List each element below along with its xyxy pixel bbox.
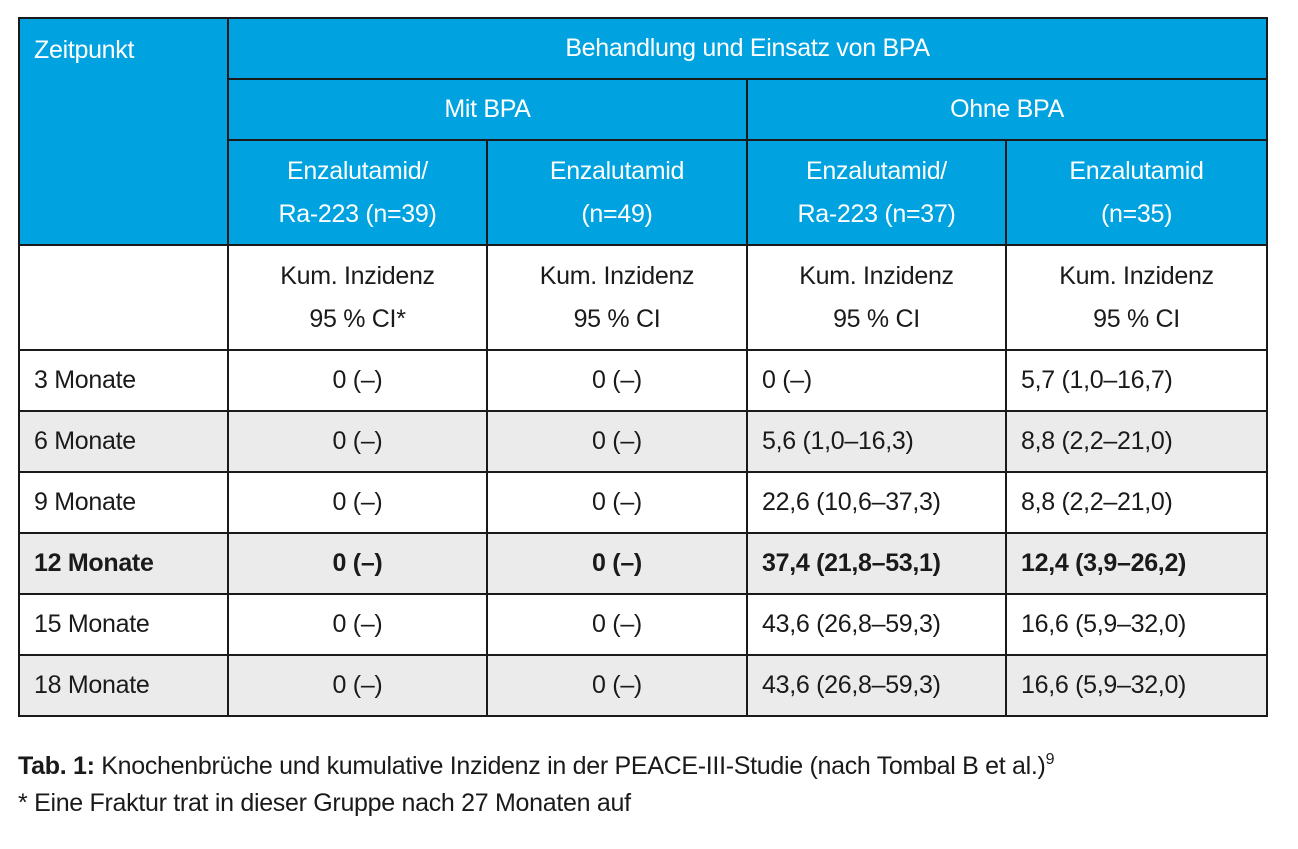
cell: 43,6 (26,8–59,3): [746, 654, 1007, 717]
cell: 0 (–): [227, 593, 488, 656]
subheader-line2: 95 % CI: [573, 304, 661, 333]
row-label: 18 Monate: [18, 654, 229, 717]
table-row-highlighted: 12 Monate 0 (–) 0 (–) 37,4 (21,8–53,1) 1…: [18, 532, 1269, 595]
cell: 8,8 (2,2–21,0): [1004, 410, 1269, 473]
cell: 16,6 (5,9–32,0): [1004, 654, 1269, 717]
header-col-2: Enzalutamid (n=49): [486, 139, 748, 246]
subheader-row: Kum. Inzidenz 95 % CI* Kum. Inzidenz 95 % …: [18, 244, 1269, 351]
header-col-3-line1: Enzalutamid/: [806, 156, 947, 185]
header-zeitpunkt: Zeitpunkt: [18, 17, 229, 246]
cell: 22,6 (10,6–37,3): [746, 471, 1007, 534]
table-row: 9 Monate 0 (–) 0 (–) 22,6 (10,6–37,3) 8,…: [18, 471, 1269, 534]
cell: 5,6 (1,0–16,3): [746, 410, 1007, 473]
cell: 43,6 (26,8–59,3): [746, 593, 1007, 656]
subheader-empty: [18, 244, 229, 351]
header-col-3: Enzalutamid/Ra-223 (n=37): [746, 139, 1007, 246]
header-col-1-line1: Enzalutamid/: [287, 156, 428, 185]
subheader-line1: Kum. Inzidenz: [1059, 261, 1214, 290]
subheader-col-1: Kum. Inzidenz 95 % CI*: [227, 244, 488, 351]
cell: 0 (–): [486, 654, 748, 717]
caption-text: Knochenbrüche und kumulative Inzidenz in…: [94, 752, 1046, 780]
header-col-3-line2: Ra-223 (n=37): [797, 199, 956, 228]
header-col-4: Enzalutamid (n=35): [1004, 139, 1269, 246]
cell: 0 (–): [746, 349, 1007, 412]
caption-label: Tab. 1:: [18, 752, 95, 780]
table-row: 6 Monate 0 (–) 0 (–) 5,6 (1,0–16,3) 8,8 …: [18, 410, 1269, 473]
cell: 8,8 (2,2–21,0): [1004, 471, 1269, 534]
cell: 0 (–): [227, 654, 488, 717]
subheader-col-3: Kum. Inzidenz 95 % CI: [746, 244, 1007, 351]
cell: 0 (–): [227, 471, 488, 534]
header-col-4-line1: Enzalutamid: [1069, 156, 1204, 185]
cell: 0 (–): [486, 471, 748, 534]
subheader-line2: 95 % CI: [833, 304, 920, 333]
cell: 0 (–): [486, 349, 748, 412]
header-col-2-line1: Enzalutamid: [549, 156, 685, 185]
cell: 0 (–): [486, 410, 748, 473]
cell: 5,7 (1,0–16,7): [1004, 349, 1269, 412]
header-mit-bpa: Mit BPA: [227, 78, 748, 141]
cell: 0 (–): [227, 410, 488, 473]
caption-reference: 9: [1045, 751, 1055, 768]
row-label: 15 Monate: [18, 593, 229, 656]
row-label: 9 Monate: [18, 471, 229, 534]
subheader-col-2: Kum. Inzidenz 95 % CI: [486, 244, 748, 351]
cell: 0 (–): [486, 593, 748, 656]
header-col-1: Enzalutamid/Ra-223 (n=39): [227, 139, 488, 246]
row-label: 12 Monate: [18, 532, 229, 595]
subheader-line2: 95 % CI*: [309, 304, 406, 333]
row-label: 6 Monate: [18, 410, 229, 473]
header-col-4-line2: (n=35): [1100, 199, 1173, 228]
cell: 0 (–): [227, 532, 488, 595]
table-caption: Tab. 1: Knochenbrüche und kumulative Inz…: [18, 748, 1054, 822]
header-ohne-bpa: Ohne BPA: [745, 78, 1269, 141]
cell: 37,4 (21,8–53,1): [746, 532, 1007, 595]
cell: 0 (–): [227, 349, 488, 412]
header-col-2-line2: (n=49): [581, 199, 653, 228]
row-label: 3 Monate: [18, 349, 229, 412]
header-col-1-line2: Ra-223 (n=39): [278, 199, 437, 228]
cell: 0 (–): [486, 532, 748, 595]
subheader-line2: 95 % CI: [1093, 304, 1180, 333]
subheader-col-4: Kum. Inzidenz 95 % CI: [1004, 244, 1269, 351]
cell: 12,4 (3,9–26,2): [1004, 532, 1269, 595]
table-row: 18 Monate 0 (–) 0 (–) 43,6 (26,8–59,3) 1…: [18, 654, 1269, 717]
subheader-line1: Kum. Inzidenz: [280, 261, 435, 290]
caption-line: Tab. 1: Knochenbrüche und kumulative Inz…: [18, 748, 1054, 785]
caption-footnote: * Eine Fraktur trat in dieser Gruppe nac…: [18, 789, 631, 817]
subheader-line1: Kum. Inzidenz: [539, 261, 695, 290]
fracture-incidence-table: Zeitpunkt Behandlung und Einsatz von BPA…: [18, 17, 1269, 717]
subheader-line1: Kum. Inzidenz: [799, 261, 954, 290]
header-group-title: Behandlung und Einsatz von BPA: [226, 17, 1269, 80]
table-row: 3 Monate 0 (–) 0 (–) 0 (–) 5,7 (1,0–16,7…: [18, 349, 1269, 412]
cell: 16,6 (5,9–32,0): [1004, 593, 1269, 656]
table-row: 15 Monate 0 (–) 0 (–) 43,6 (26,8–59,3) 1…: [18, 593, 1269, 656]
